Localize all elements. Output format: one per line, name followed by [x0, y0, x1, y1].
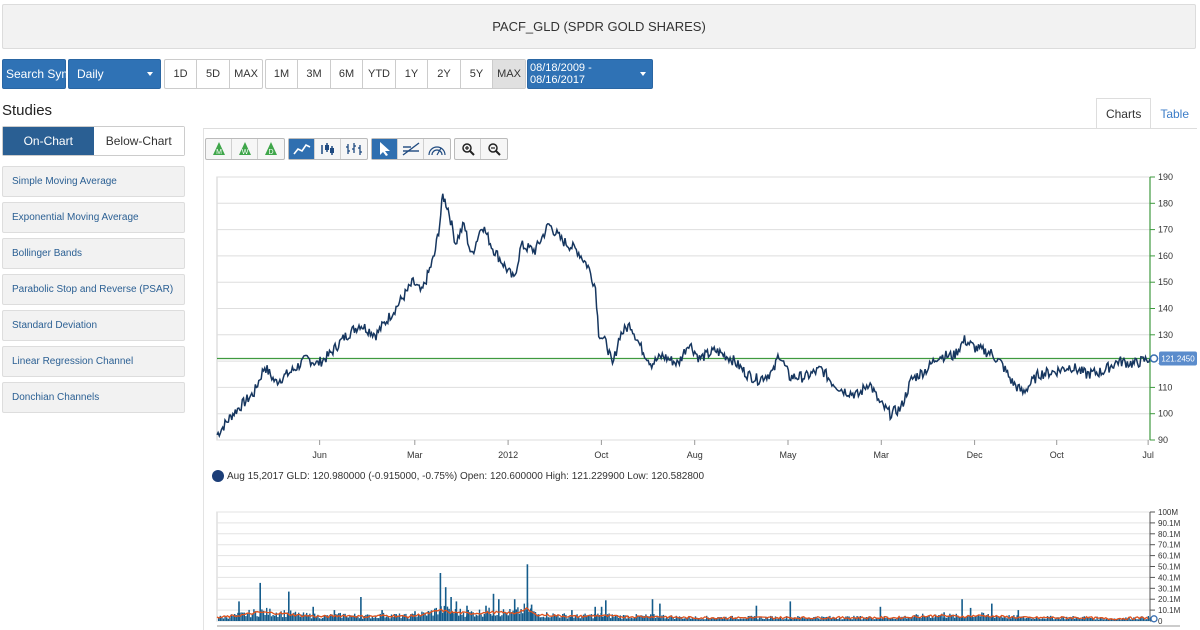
- period-group-long: 1M 3M 6M YTD 1Y 2Y 5Y MAX: [265, 59, 526, 89]
- interval-dropdown[interactable]: Daily: [68, 59, 161, 89]
- tab-on-chart[interactable]: On-Chart: [3, 127, 94, 155]
- chevron-down-icon: [147, 72, 153, 76]
- period-max-short-button[interactable]: MAX: [234, 68, 258, 80]
- period-5d-button[interactable]: 5D: [197, 60, 230, 88]
- date-range-dropdown[interactable]: 08/18/2009 - 08/16/2017: [527, 59, 653, 89]
- period-1d-button[interactable]: 1D: [165, 60, 197, 88]
- study-item-stddev[interactable]: Standard Deviation: [2, 310, 185, 341]
- main-toolbar: Search Symbol Daily 1D 5D MAX 1M 3M 6M Y…: [2, 59, 653, 89]
- chart-panel: [203, 128, 1197, 630]
- study-item-ema[interactable]: Exponential Moving Average: [2, 202, 185, 233]
- period-max-button[interactable]: MAX: [493, 60, 525, 88]
- frequency-tool-group: M W D: [205, 138, 285, 160]
- study-item-sma[interactable]: Simple Moving Average: [2, 166, 185, 197]
- monthly-icon[interactable]: M: [206, 139, 232, 159]
- studies-tab-toggle: On-Chart Below-Chart: [2, 126, 185, 156]
- chevron-down-icon: [640, 72, 646, 76]
- search-symbol-label: Search Symbol: [6, 67, 88, 81]
- period-group-short: 1D 5D MAX: [164, 59, 263, 89]
- tab-charts[interactable]: Charts: [1095, 98, 1152, 129]
- period-6m-button[interactable]: 6M: [331, 60, 363, 88]
- chart-type-tool-group: [288, 138, 368, 160]
- page-title: PACF_GLD (SPDR GOLD SHARES): [492, 19, 706, 34]
- tab-below-chart[interactable]: Below-Chart: [93, 127, 184, 155]
- interval-value: Daily: [77, 67, 104, 81]
- zoom-out-icon[interactable]: [481, 139, 507, 159]
- price-info-text: Aug 15,2017 GLD: 120.980000 (-0.915000, …: [227, 470, 705, 482]
- search-symbol-button[interactable]: Search Symbol: [2, 59, 87, 89]
- study-item-bollinger[interactable]: Bollinger Bands: [2, 238, 185, 269]
- chart-toolbar: M W D: [205, 138, 508, 160]
- study-item-donchian[interactable]: Donchian Channels: [2, 382, 185, 413]
- period-1m-button[interactable]: 1M: [266, 60, 298, 88]
- study-list: Simple Moving Average Exponential Moving…: [2, 166, 185, 418]
- svg-text:W: W: [241, 149, 248, 156]
- studies-heading: Studies: [2, 102, 53, 119]
- period-5y-button[interactable]: 5Y: [461, 60, 493, 88]
- period-1y-button[interactable]: 1Y: [396, 60, 428, 88]
- view-tabs: Charts Table: [1095, 98, 1198, 129]
- svg-text:D: D: [268, 149, 273, 156]
- period-3m-button[interactable]: 3M: [298, 60, 331, 88]
- ohlc-bar-icon[interactable]: [315, 139, 341, 159]
- study-item-linreg[interactable]: Linear Regression Channel: [2, 346, 185, 377]
- price-info-line: Aug 15,2017 GLD: 120.980000 (-0.915000, …: [212, 470, 704, 482]
- period-ytd-button[interactable]: YTD: [363, 60, 396, 88]
- drawing-tool-group: [371, 138, 451, 160]
- daily-icon[interactable]: D: [258, 139, 284, 159]
- period-2y-button[interactable]: 2Y: [428, 60, 461, 88]
- pointer-icon[interactable]: [372, 139, 398, 159]
- study-item-psar[interactable]: Parabolic Stop and Reverse (PSAR): [2, 274, 185, 305]
- zoom-tool-group: [454, 138, 508, 160]
- date-range-value: 08/18/2009 - 08/16/2017: [530, 62, 592, 86]
- line-series-icon: [212, 470, 224, 482]
- fibonacci-icon[interactable]: [424, 139, 450, 159]
- weekly-icon[interactable]: W: [232, 139, 258, 159]
- svg-text:M: M: [216, 149, 222, 156]
- page-title-bar: PACF_GLD (SPDR GOLD SHARES): [2, 4, 1196, 49]
- trendline-icon[interactable]: [398, 139, 424, 159]
- candlestick-icon[interactable]: [341, 139, 367, 159]
- line-chart-icon[interactable]: [289, 139, 315, 159]
- zoom-in-icon[interactable]: [455, 139, 481, 159]
- tab-table[interactable]: Table: [1160, 106, 1189, 121]
